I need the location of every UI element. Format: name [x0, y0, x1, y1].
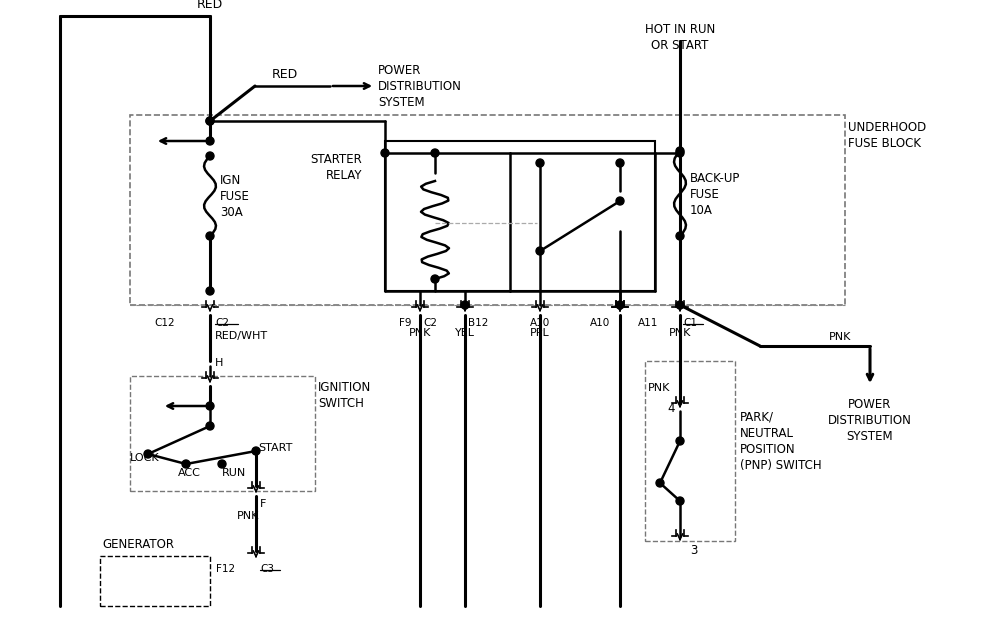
Circle shape: [206, 232, 214, 240]
Text: LOCK: LOCK: [130, 453, 160, 463]
Circle shape: [206, 152, 214, 160]
Text: HOT IN RUN
OR START: HOT IN RUN OR START: [645, 23, 716, 52]
Text: C2: C2: [215, 318, 229, 328]
Text: RED: RED: [271, 68, 298, 81]
Text: A10: A10: [530, 318, 550, 328]
Text: PNK: PNK: [669, 328, 692, 338]
Circle shape: [206, 422, 214, 430]
Text: C12: C12: [155, 318, 175, 328]
Circle shape: [206, 117, 214, 125]
Circle shape: [206, 137, 214, 145]
Text: IGNITION
SWITCH: IGNITION SWITCH: [318, 381, 371, 410]
Bar: [130, 115, 845, 305]
Text: UNDERHOOD
FUSE BLOCK: UNDERHOOD FUSE BLOCK: [848, 121, 926, 150]
Text: PPL: PPL: [530, 328, 550, 338]
Circle shape: [461, 301, 469, 309]
Text: 3: 3: [690, 544, 698, 557]
Circle shape: [206, 287, 214, 295]
Text: A10: A10: [590, 318, 610, 328]
Text: POWER
DISTRIBUTION
SYSTEM: POWER DISTRIBUTION SYSTEM: [828, 398, 912, 443]
Text: A11: A11: [638, 318, 658, 328]
Text: POWER
DISTRIBUTION
SYSTEM: POWER DISTRIBUTION SYSTEM: [378, 64, 462, 109]
Circle shape: [252, 447, 260, 455]
Bar: [100, 556, 210, 606]
Circle shape: [144, 450, 152, 458]
Circle shape: [676, 149, 684, 157]
Bar: [130, 376, 315, 491]
Text: START: START: [258, 443, 292, 453]
Circle shape: [616, 197, 624, 205]
Circle shape: [431, 149, 439, 157]
Text: B12: B12: [468, 318, 488, 328]
Circle shape: [676, 147, 684, 155]
Circle shape: [536, 247, 544, 255]
Text: RUN: RUN: [222, 468, 247, 478]
Text: F: F: [260, 499, 266, 509]
Text: F12: F12: [216, 564, 235, 574]
Circle shape: [616, 301, 624, 309]
Circle shape: [206, 402, 214, 410]
Circle shape: [431, 275, 439, 283]
Text: BACK-UP
FUSE
10A: BACK-UP FUSE 10A: [690, 172, 741, 216]
Text: 4: 4: [668, 401, 675, 415]
Text: F9: F9: [399, 318, 412, 328]
Text: H: H: [215, 358, 224, 368]
Text: C3: C3: [260, 564, 274, 574]
Text: GENERATOR: GENERATOR: [102, 538, 174, 551]
Text: RED: RED: [197, 0, 224, 11]
Text: PARK/
NEUTRAL
POSITION
(PNP) SWITCH: PARK/ NEUTRAL POSITION (PNP) SWITCH: [740, 411, 821, 472]
Circle shape: [218, 460, 226, 468]
Text: C1: C1: [683, 318, 697, 328]
Circle shape: [381, 149, 389, 157]
Text: STARTER
RELAY: STARTER RELAY: [310, 153, 362, 182]
Text: RED/WHT: RED/WHT: [215, 331, 268, 341]
Circle shape: [676, 232, 684, 240]
Circle shape: [676, 437, 684, 445]
Text: PNK: PNK: [237, 511, 259, 521]
Bar: [645, 361, 735, 541]
Bar: [385, 141, 655, 291]
Text: PNK: PNK: [648, 383, 670, 393]
Circle shape: [536, 159, 544, 167]
Circle shape: [206, 117, 214, 125]
Text: PNK: PNK: [409, 328, 431, 338]
Text: C2: C2: [423, 318, 437, 328]
Circle shape: [656, 479, 664, 487]
Circle shape: [616, 159, 624, 167]
Text: PNK: PNK: [828, 332, 851, 342]
Circle shape: [676, 301, 684, 309]
Circle shape: [676, 497, 684, 505]
Text: YEL: YEL: [455, 328, 475, 338]
Circle shape: [182, 460, 190, 468]
Text: ACC: ACC: [178, 468, 201, 478]
Text: IGN
FUSE
30A: IGN FUSE 30A: [220, 174, 250, 218]
